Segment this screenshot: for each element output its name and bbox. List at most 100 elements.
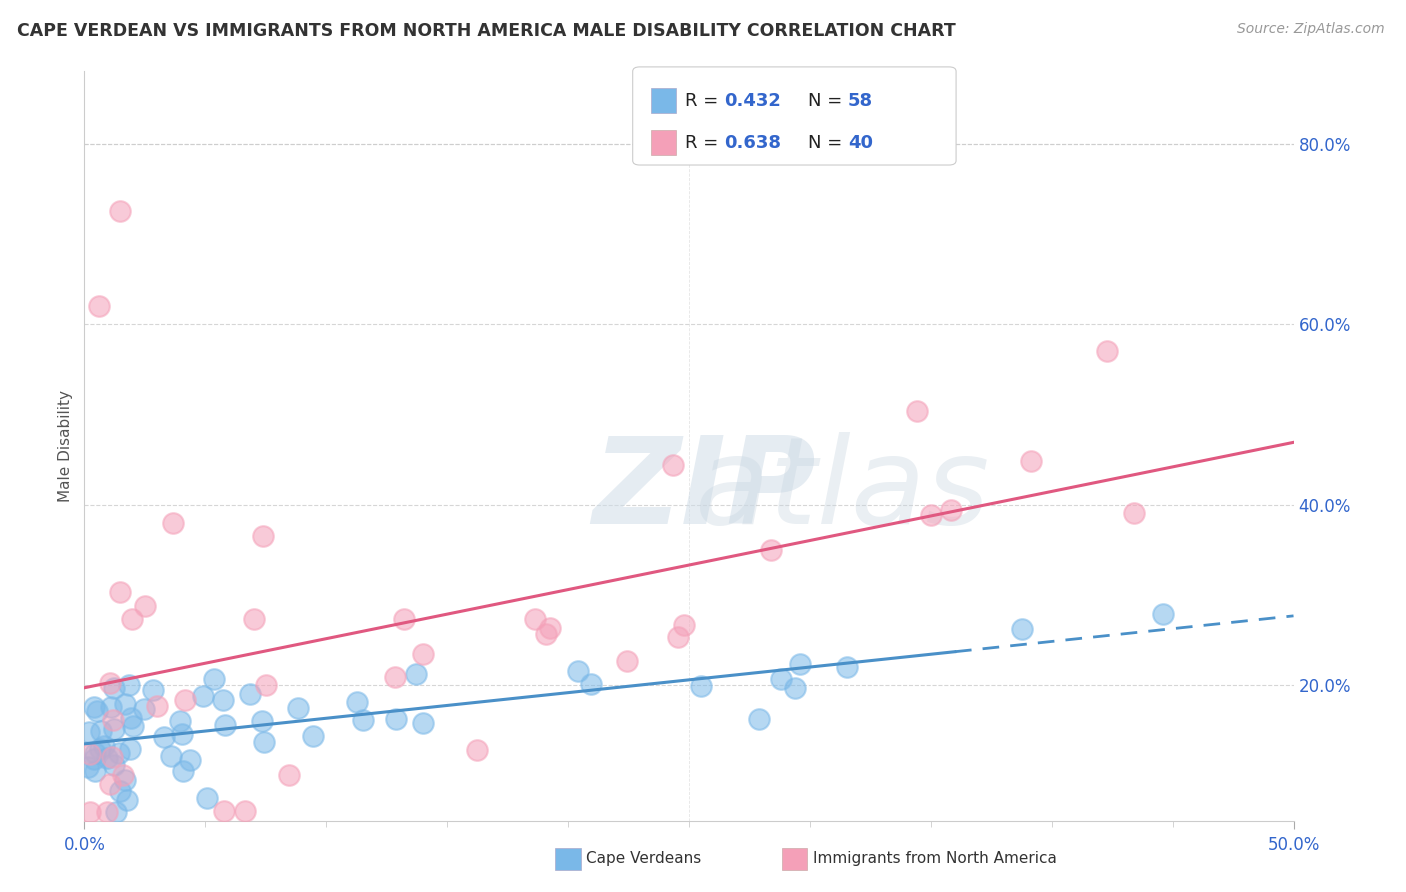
Point (170, 727, 193, 741)
Point (79, 724, 101, 739)
Point (114, 773, 136, 788)
Point (524, 612, 547, 626)
Point (118, 678, 141, 692)
Point (90, 723, 112, 738)
Point (835, 659, 858, 673)
Point (1011, 622, 1033, 636)
Text: R =: R = (685, 134, 724, 152)
Point (748, 712, 770, 726)
Point (96, 805, 118, 819)
Point (89, 741, 111, 756)
Point (120, 742, 142, 756)
Point (103, 758, 125, 772)
Point (662, 458, 685, 472)
Point (111, 767, 134, 781)
Point (405, 666, 427, 681)
Point (79, 747, 101, 761)
Point (162, 516, 184, 530)
Point (412, 647, 434, 661)
Point (121, 611, 143, 625)
Point (214, 718, 236, 732)
Point (108, 746, 131, 760)
Point (212, 805, 235, 819)
Point (233, 804, 256, 818)
Point (785, 681, 807, 696)
Point (103, 681, 125, 695)
Text: atlas: atlas (695, 433, 990, 549)
Point (250, 714, 273, 728)
Point (115, 792, 138, 806)
Point (920, 508, 942, 523)
Point (412, 716, 434, 731)
Point (83, 751, 105, 765)
Point (84, 747, 107, 761)
Point (385, 712, 408, 726)
Point (93, 739, 115, 753)
Text: Immigrants from North America: Immigrants from North America (813, 852, 1056, 866)
Text: 0.432: 0.432 (724, 92, 780, 110)
Point (394, 612, 416, 626)
Point (86, 704, 108, 718)
Point (146, 698, 169, 713)
Point (769, 673, 792, 687)
Point (142, 682, 165, 697)
Point (759, 543, 782, 558)
Point (108, 584, 131, 599)
Point (121, 719, 143, 733)
Point (239, 687, 262, 701)
Point (83, 699, 105, 714)
Text: R =: R = (685, 92, 724, 110)
Point (905, 403, 928, 417)
Point (76, 760, 98, 774)
Point (108, 204, 131, 219)
Point (252, 529, 274, 543)
Point (253, 735, 276, 749)
Text: ZIP: ZIP (592, 433, 815, 549)
Text: 58: 58 (848, 92, 873, 110)
Text: Cape Verdeans: Cape Verdeans (586, 852, 702, 866)
Point (384, 670, 406, 684)
Point (254, 677, 277, 691)
Point (538, 621, 561, 635)
Point (152, 731, 174, 745)
Point (134, 599, 156, 613)
Text: 40: 40 (848, 134, 873, 152)
Point (169, 714, 191, 728)
Point (100, 749, 122, 764)
Point (567, 664, 589, 678)
Point (352, 713, 374, 727)
Point (1021, 454, 1043, 468)
Point (467, 743, 489, 757)
Point (100, 700, 122, 714)
Point (193, 689, 215, 703)
Point (110, 783, 132, 797)
Point (346, 695, 368, 709)
Point (534, 626, 557, 640)
Point (1152, 607, 1174, 622)
Point (195, 791, 218, 805)
Point (202, 672, 225, 686)
Point (84, 764, 107, 779)
Point (105, 805, 128, 819)
Point (103, 723, 125, 737)
Point (690, 679, 713, 693)
Y-axis label: Male Disability: Male Disability (58, 390, 73, 502)
Point (159, 749, 181, 764)
Point (79, 805, 101, 819)
Text: N =: N = (808, 92, 848, 110)
Point (98, 777, 121, 791)
Point (96, 751, 118, 765)
Point (98, 676, 121, 690)
Point (132, 702, 155, 716)
Point (666, 631, 689, 645)
Point (242, 612, 264, 626)
Point (673, 618, 696, 632)
Point (120, 711, 142, 725)
Text: CAPE VERDEAN VS IMMIGRANTS FROM NORTH AMERICA MALE DISABILITY CORRELATION CHART: CAPE VERDEAN VS IMMIGRANTS FROM NORTH AM… (17, 22, 956, 40)
Point (616, 654, 638, 668)
Text: N =: N = (808, 134, 848, 152)
Point (101, 713, 124, 727)
Point (212, 693, 235, 707)
Point (277, 768, 299, 782)
Point (789, 657, 811, 671)
